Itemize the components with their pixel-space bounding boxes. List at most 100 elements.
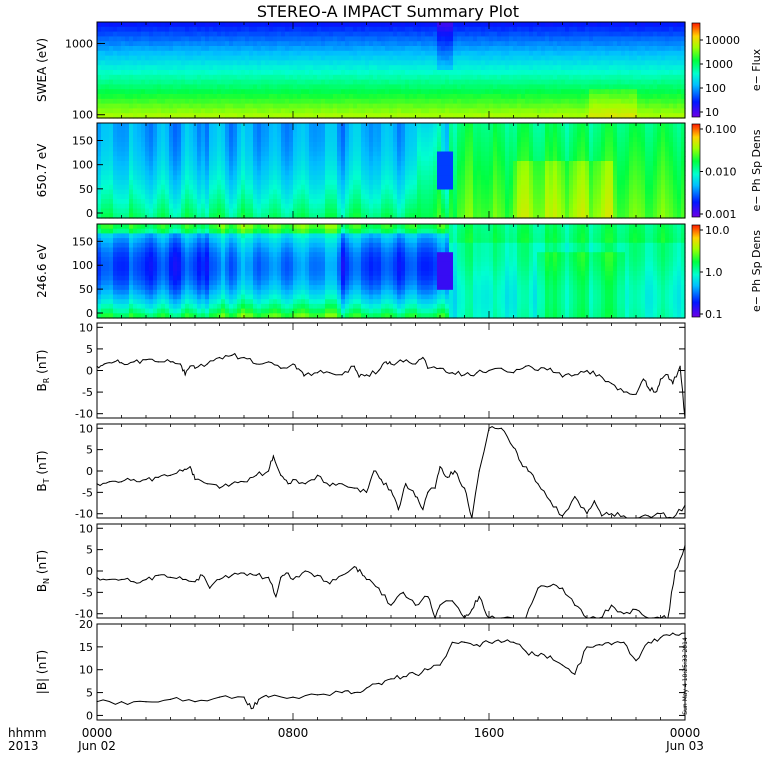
heatmap-cell — [393, 108, 398, 114]
heatmap-cell — [673, 26, 678, 33]
heatmap-cell — [137, 60, 142, 66]
heatmap-cell — [373, 123, 378, 129]
heatmap-cell — [405, 60, 410, 66]
heatmap-cell — [341, 123, 346, 129]
heatmap-cell — [641, 84, 646, 90]
heatmap-cell — [377, 137, 382, 143]
heatmap-cell — [289, 184, 294, 191]
heatmap-cell — [269, 132, 274, 138]
heatmap-cell — [465, 26, 470, 33]
heatmap-cell — [429, 165, 434, 172]
heatmap-cell — [201, 127, 206, 134]
heatmap-cell — [129, 170, 134, 176]
heatmap-cell — [445, 132, 450, 138]
heatmap-cell — [573, 31, 578, 37]
heatmap-cell — [117, 156, 122, 162]
heatmap-cell — [277, 55, 282, 61]
heatmap-cell — [461, 31, 466, 37]
heatmap-cell — [249, 142, 254, 148]
heatmap-cell — [441, 108, 446, 114]
heatmap-cell — [545, 113, 550, 119]
heatmap-cell — [253, 36, 258, 42]
heatmap-cell — [505, 36, 510, 42]
heatmap-cell — [501, 46, 506, 52]
heatmap-cell — [313, 156, 318, 162]
heatmap-cell — [493, 89, 498, 95]
heatmap-cell — [641, 50, 646, 57]
heatmap-cell — [429, 94, 434, 100]
heatmap-cell — [561, 98, 566, 105]
heatmap-cell — [137, 189, 142, 195]
heatmap-cell — [361, 70, 366, 76]
heatmap-cell — [241, 22, 246, 28]
heatmap-cell — [149, 132, 154, 138]
heatmap-cell — [237, 84, 242, 90]
heatmap-cell — [681, 26, 686, 33]
heatmap-cell — [457, 55, 462, 61]
heatmap-cell — [245, 151, 250, 157]
heatmap-cell — [457, 170, 462, 176]
heatmap-cell — [597, 103, 602, 109]
heatmap-cell — [333, 84, 338, 90]
heatmap-cell — [665, 41, 670, 47]
heatmap-cell — [157, 60, 162, 66]
heatmap-cell — [357, 199, 362, 205]
heatmap-cell — [389, 84, 394, 90]
heatmap-cell — [221, 94, 226, 100]
heatmap-cell — [277, 60, 282, 66]
heatmap-cell — [205, 189, 210, 195]
heatmap-cell — [325, 137, 330, 143]
heatmap-cell — [221, 127, 226, 134]
heatmap-cell — [401, 137, 406, 143]
heatmap-cell — [465, 89, 470, 95]
heatmap-cell — [381, 184, 386, 191]
heatmap-cell — [493, 26, 498, 33]
heatmap-cell — [277, 137, 282, 143]
heatmap-cell — [253, 89, 258, 95]
heatmap-cell — [485, 132, 490, 138]
heatmap-cell — [437, 22, 442, 28]
heatmap-cell — [157, 98, 162, 105]
heatmap-cell — [397, 146, 402, 153]
heatmap-cell — [233, 161, 238, 167]
heatmap-cell — [225, 79, 230, 85]
heatmap-cell — [401, 146, 406, 153]
heatmap-cell — [637, 60, 642, 66]
heatmap-cell — [453, 79, 458, 85]
heatmap-cell — [561, 55, 566, 61]
heatmap-cell — [97, 22, 102, 28]
heatmap-cell — [297, 31, 302, 37]
heatmap-cell — [369, 50, 374, 57]
heatmap-cell — [497, 84, 502, 90]
heatmap-cell — [353, 55, 358, 61]
heatmap-cell — [369, 103, 374, 109]
heatmap-cell — [517, 46, 522, 52]
heatmap-cell — [517, 94, 522, 100]
heatmap-cell — [409, 65, 414, 71]
heatmap-cell — [413, 50, 418, 57]
heatmap-cell — [437, 65, 442, 71]
heatmap-cell — [237, 26, 242, 33]
heatmap-cell — [241, 60, 246, 66]
heatmap-cell — [265, 41, 270, 47]
heatmap-cell — [245, 74, 250, 81]
heatmap-cell — [257, 46, 262, 52]
heatmap-cell — [373, 113, 378, 119]
heatmap-cell — [249, 189, 254, 195]
heatmap-cell — [457, 194, 462, 200]
heatmap-cell — [113, 103, 118, 109]
heatmap-cell — [457, 60, 462, 66]
heatmap-cell — [513, 79, 518, 85]
heatmap-cell — [489, 103, 494, 109]
heatmap-cell — [205, 146, 210, 153]
heatmap-cell — [261, 65, 266, 71]
heatmap-cell — [393, 84, 398, 90]
heatmap-cell — [589, 26, 594, 33]
heatmap-cell — [197, 203, 202, 210]
heatmap-cell — [333, 55, 338, 61]
heatmap-cell — [213, 55, 218, 61]
heatmap-cell — [189, 161, 194, 167]
heatmap-cell — [161, 41, 166, 47]
heatmap-cell — [613, 79, 618, 85]
heatmap-cell — [297, 103, 302, 109]
